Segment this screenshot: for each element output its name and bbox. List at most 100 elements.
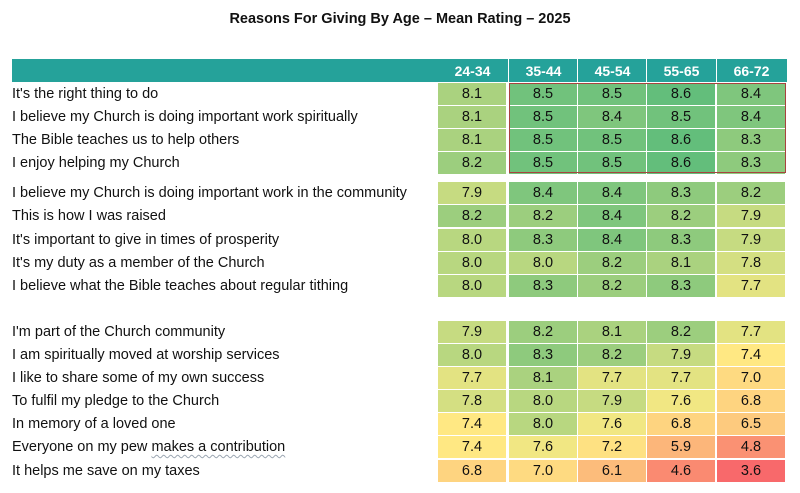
row-label: In memory of a loved one (12, 416, 176, 432)
row-label: It's the right thing to do (12, 86, 159, 102)
rating-cell: 8.5 (647, 106, 715, 128)
rating-cell: 6.5 (717, 413, 785, 435)
header-divider (577, 59, 578, 82)
rating-cell: 7.8 (438, 390, 506, 412)
rating-cell: 7.7 (647, 367, 715, 389)
rating-cell: 8.4 (509, 182, 577, 204)
rating-cell: 8.1 (438, 129, 506, 151)
header-divider (646, 59, 647, 82)
rating-cell: 8.3 (647, 229, 715, 251)
rating-cell: 8.6 (647, 152, 715, 174)
rating-cell: 8.4 (717, 83, 785, 105)
row-label: I believe my Church is doing important w… (12, 185, 407, 201)
rating-cell: 6.8 (647, 413, 715, 435)
row-label: I believe my Church is doing important w… (12, 109, 358, 125)
rating-cell: 8.3 (717, 152, 785, 174)
spellcheck-underlined-text: makes a contribution (151, 439, 286, 455)
row-label: Everyone on my pew makes a contribution (12, 436, 285, 458)
row-label: It's important to give in times of prosp… (12, 232, 280, 248)
rating-cell: 8.2 (647, 321, 715, 343)
rating-cell: 4.6 (647, 460, 715, 482)
column-header-35-44: 35-44 (525, 63, 562, 79)
header-divider (716, 59, 717, 82)
rating-cell: 8.1 (647, 252, 715, 274)
rating-cell: 8.2 (438, 205, 506, 227)
row-label: It's my duty as a member of the Church (12, 255, 265, 271)
row-label-text: Everyone on my pew (12, 439, 152, 455)
rating-cell: 8.0 (438, 344, 506, 366)
rating-cell: 8.2 (509, 321, 577, 343)
rating-cell: 8.2 (438, 152, 506, 174)
rating-cell: 8.0 (509, 413, 577, 435)
rating-cell: 7.0 (717, 367, 785, 389)
rating-cell: 7.9 (578, 390, 646, 412)
rating-cell: 7.9 (717, 205, 785, 227)
rating-cell: 7.4 (438, 436, 506, 458)
row-label: I enjoy helping my Church (12, 155, 180, 171)
row-label: This is how I was raised (12, 208, 166, 224)
rating-cell: 8.2 (509, 205, 577, 227)
rating-cell: 7.9 (438, 182, 506, 204)
rating-cell: 8.4 (578, 205, 646, 227)
rating-cell: 8.1 (438, 83, 506, 105)
header-band (12, 59, 787, 82)
rating-cell: 8.6 (647, 129, 715, 151)
rating-cell: 8.5 (509, 129, 577, 151)
rating-cell: 8.4 (578, 106, 646, 128)
rating-cell: 8.5 (509, 83, 577, 105)
rating-cell: 7.7 (717, 275, 785, 297)
row-label: I'm part of the Church community (12, 324, 226, 340)
rating-cell: 8.4 (578, 182, 646, 204)
rating-cell: 6.8 (717, 390, 785, 412)
rating-cell: 8.3 (509, 344, 577, 366)
row-label: I like to share some of my own success (12, 370, 265, 386)
rating-cell: 7.8 (717, 252, 785, 274)
rating-cell: 8.2 (578, 275, 646, 297)
rating-cell: 8.1 (578, 321, 646, 343)
column-header-66-72: 66-72 (733, 63, 770, 79)
rating-cell: 8.0 (438, 252, 506, 274)
rating-cell: 8.2 (578, 344, 646, 366)
rating-cell: 8.2 (717, 182, 785, 204)
row-label: I believe what the Bible teaches about r… (12, 278, 349, 294)
rating-cell: 7.9 (717, 229, 785, 251)
rating-cell: 8.4 (578, 229, 646, 251)
rating-cell: 8.2 (578, 252, 646, 274)
rating-cell: 7.0 (509, 460, 577, 482)
rating-cell: 7.9 (438, 321, 506, 343)
rating-cell: 8.5 (509, 106, 577, 128)
rating-cell: 8.4 (717, 106, 785, 128)
rating-cell: 7.7 (717, 321, 785, 343)
rating-cell: 4.8 (717, 436, 785, 458)
rating-cell: 8.5 (578, 83, 646, 105)
column-header-45-54: 45-54 (594, 63, 631, 79)
rating-cell: 7.9 (647, 344, 715, 366)
rating-cell: 7.6 (647, 390, 715, 412)
rating-cell: 8.0 (438, 229, 506, 251)
rating-cell: 7.4 (438, 413, 506, 435)
rating-cell: 7.4 (717, 344, 785, 366)
row-label: It helps me save on my taxes (12, 463, 200, 479)
chart-title: Reasons For Giving By Age – Mean Rating … (229, 11, 571, 27)
rating-cell: 6.8 (438, 460, 506, 482)
rating-cell: 8.3 (717, 129, 785, 151)
rating-cell: 8.0 (509, 252, 577, 274)
header-divider (508, 59, 509, 82)
rating-cell: 8.2 (647, 205, 715, 227)
column-header-24-34: 24-34 (454, 63, 491, 79)
row-label: The Bible teaches us to help others (12, 132, 240, 148)
rating-cell: 8.3 (647, 182, 715, 204)
rating-cell: 3.6 (717, 460, 785, 482)
rating-cell: 8.1 (438, 106, 506, 128)
rating-cell: 7.7 (578, 367, 646, 389)
row-label: To fulfil my pledge to the Church (12, 393, 220, 409)
row-label: I am spiritually moved at worship servic… (12, 347, 280, 363)
rating-cell: 8.0 (509, 390, 577, 412)
rating-cell: 8.0 (438, 275, 506, 297)
rating-cell: 6.1 (578, 460, 646, 482)
rating-cell: 7.7 (438, 367, 506, 389)
rating-cell: 7.6 (509, 436, 577, 458)
rating-cell: 5.9 (647, 436, 715, 458)
rating-cell: 7.2 (578, 436, 646, 458)
rating-cell: 8.6 (647, 83, 715, 105)
